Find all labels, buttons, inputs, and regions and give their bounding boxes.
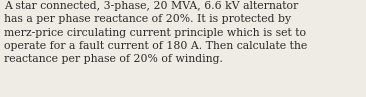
Text: A star connected, 3-phase, 20 MVA, 6.6 kV alternator
has a per phase reactance o: A star connected, 3-phase, 20 MVA, 6.6 k… bbox=[4, 1, 308, 64]
